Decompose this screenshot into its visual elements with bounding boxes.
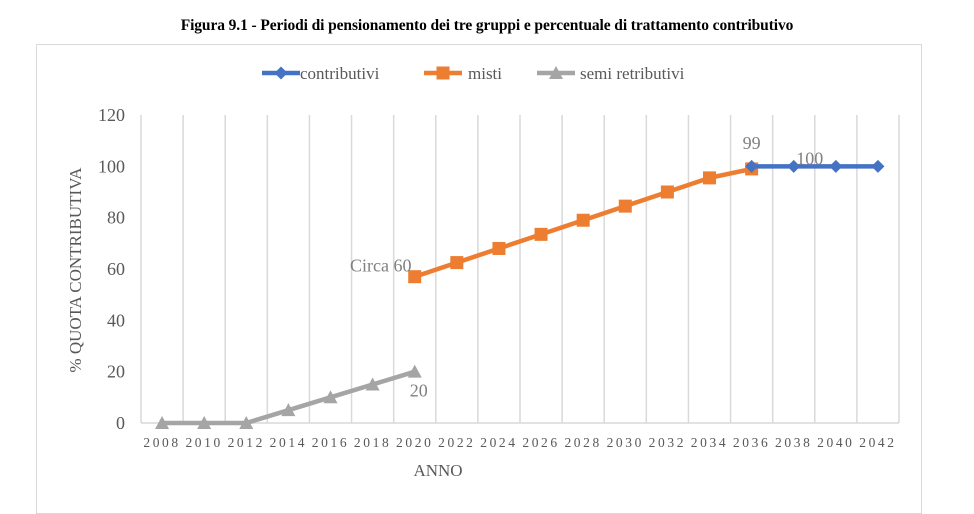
data-point-contributivi xyxy=(871,159,885,173)
x-tick-label: 2022 xyxy=(438,435,475,450)
x-tick-label: 2024 xyxy=(480,435,517,450)
data-point-misti xyxy=(492,241,506,255)
x-tick-label: 2040 xyxy=(817,435,854,450)
x-tick-label: 2020 xyxy=(396,435,433,450)
y-tick-label: 80 xyxy=(107,208,125,228)
x-axis-title: ANNO xyxy=(413,461,462,480)
data-point-semi-retributivi xyxy=(197,416,212,429)
data-point-semi-retributivi xyxy=(365,377,380,391)
data-point-contributivi xyxy=(829,159,843,173)
data-point-semi-retributivi xyxy=(239,416,254,429)
data-point-misti xyxy=(534,227,548,241)
y-axis-title: % QUOTA CONTRIBUTIVA xyxy=(66,167,85,373)
x-tick-label: 2042 xyxy=(859,435,896,450)
y-tick-label: 20 xyxy=(107,362,125,382)
legend-marker-semi-retributivi xyxy=(549,66,563,79)
legend-marker-misti xyxy=(436,66,450,80)
data-point-semi-retributivi xyxy=(323,390,338,404)
x-tick-label: 2036 xyxy=(733,435,770,450)
data-point-misti xyxy=(408,270,422,284)
data-point-contributivi xyxy=(745,159,759,173)
legend-label-semi-retributivi: semi retributivi xyxy=(580,64,685,83)
legend-label-contributivi: contributivi xyxy=(300,64,380,83)
x-tick-label: 2018 xyxy=(354,435,391,450)
legend-marker-contributivi xyxy=(274,66,288,80)
x-tick-label: 2034 xyxy=(691,435,728,450)
data-label: Circa 60 xyxy=(350,256,411,276)
chart-frame: 0 20 40 60 80 100 120 2008 2010 2012 2014 2016 2018 2… xyxy=(36,44,922,514)
y-tick-label: 40 xyxy=(107,310,125,330)
data-point-misti xyxy=(576,213,590,227)
x-tick-label: 2032 xyxy=(649,435,686,450)
x-tick-label: 2016 xyxy=(312,435,349,450)
legend-label-misti: misti xyxy=(468,64,502,83)
data-point-misti xyxy=(703,171,716,185)
x-tick-label: 2012 xyxy=(228,435,265,450)
figure-title: Figura 9.1 - Periodi di pensionamento de… xyxy=(180,17,794,34)
x-tick-label: 2014 xyxy=(270,435,307,450)
data-label: 100 xyxy=(796,148,823,168)
data-label: 20 xyxy=(410,381,428,401)
data-point-contributivi xyxy=(787,159,801,173)
data-point-semi-retributivi xyxy=(407,364,422,378)
x-tick-label: 2028 xyxy=(564,435,601,450)
data-point-misti xyxy=(450,256,464,270)
y-tick-label: 0 xyxy=(116,413,125,433)
data-label: 99 xyxy=(743,133,761,153)
x-tick-label: 2008 xyxy=(143,435,180,450)
y-tick-label: 100 xyxy=(98,156,125,176)
data-point-misti xyxy=(618,199,632,213)
x-tick-label: 2030 xyxy=(607,435,644,450)
y-tick-label: 60 xyxy=(107,259,125,279)
data-point-misti xyxy=(660,185,674,199)
x-tick-label: 2010 xyxy=(185,435,222,450)
y-tick-label: 120 xyxy=(98,105,125,125)
data-point-semi-retributivi xyxy=(155,416,170,429)
x-tick-label: 2038 xyxy=(775,435,812,450)
x-tick-label: 2026 xyxy=(522,435,559,450)
data-point-semi-retributivi xyxy=(281,403,296,417)
